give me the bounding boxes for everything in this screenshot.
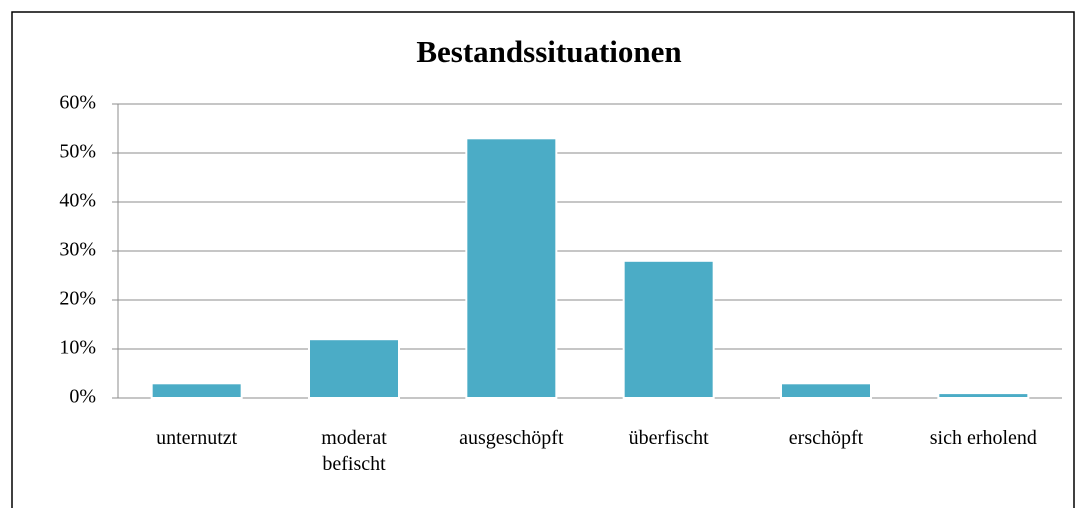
y-tick-label: 0% xyxy=(69,386,96,408)
y-tick-label: 30% xyxy=(59,239,96,261)
bar xyxy=(308,338,400,400)
bar xyxy=(780,382,872,399)
x-tick-label: moderat befischt xyxy=(321,427,387,475)
chart-title: Bestandssituationen xyxy=(416,34,681,69)
bar xyxy=(150,382,243,399)
y-tick-label: 50% xyxy=(59,141,96,163)
x-tick-label: ausgeschöpft xyxy=(459,427,564,449)
y-tick-label: 60% xyxy=(59,92,96,114)
x-tick-label: erschöpft xyxy=(788,427,864,449)
bar xyxy=(937,392,1030,400)
bar xyxy=(465,137,558,400)
x-tick-label: überfischt xyxy=(628,427,709,449)
y-tick-label: 20% xyxy=(59,288,96,310)
y-tick-label: 10% xyxy=(59,337,96,359)
bar xyxy=(622,259,715,399)
x-tick-label: sich erholend xyxy=(929,427,1037,449)
y-tick-label: 40% xyxy=(59,190,96,212)
x-tick-label: unternutzt xyxy=(156,427,238,449)
